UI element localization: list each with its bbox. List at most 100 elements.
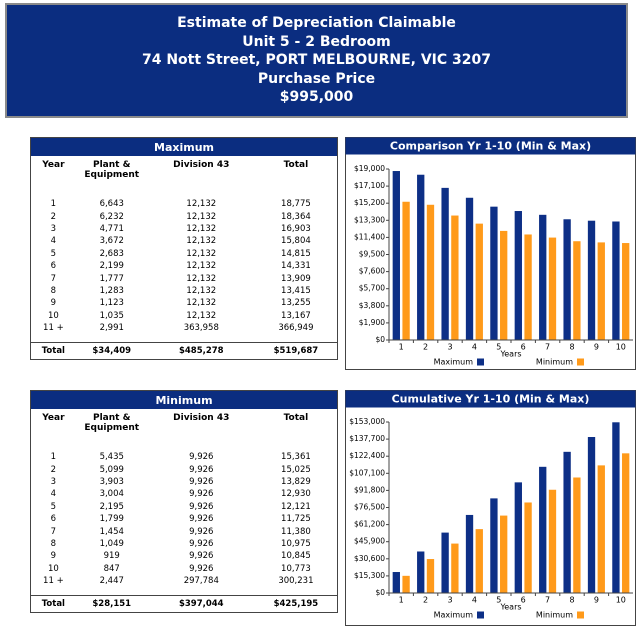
- row: 5 2,195 9,926 12,121: [31, 501, 337, 513]
- x-tick-label: 5: [496, 596, 501, 605]
- total-cell: $28,151: [75, 595, 148, 613]
- cell: 919: [103, 551, 120, 562]
- cell: 2,991: [99, 323, 124, 334]
- x-axis-label: Years: [499, 603, 521, 612]
- bar: [524, 234, 532, 340]
- table-maximum: Maximum Year Plant & Equipment Division 43 T…: [30, 137, 338, 361]
- row: 7 1,777 12,132 13,909: [31, 272, 337, 284]
- bar: [539, 214, 547, 340]
- cell: 9,926: [189, 526, 214, 537]
- bar: [612, 221, 620, 340]
- cell: 12,132: [186, 248, 217, 259]
- column-header: Total: [283, 413, 309, 423]
- header-line: Purchase Price: [257, 70, 376, 87]
- bar: [587, 437, 596, 593]
- cell: 7: [50, 273, 57, 284]
- y-tick-label: $30,600: [354, 554, 385, 563]
- cell: 9,926: [189, 501, 214, 512]
- total-cell: $519,687: [254, 342, 337, 360]
- cell: 9: [50, 551, 57, 562]
- legend-label: Minimum: [536, 358, 573, 367]
- cell: 3: [50, 223, 57, 234]
- cell: 1,035: [99, 310, 124, 321]
- y-tick-label: $153,000: [349, 417, 385, 426]
- bar: [417, 174, 425, 340]
- bar: [475, 529, 483, 593]
- header-row: Year Plant & Equipment Division 43 Total: [31, 409, 337, 448]
- row: 4 3,004 9,926 12,930: [31, 488, 337, 500]
- header-line: $995,000: [279, 89, 354, 105]
- cell: 13,415: [281, 285, 311, 296]
- total-cell: $397,044: [147, 595, 255, 613]
- bar: [622, 243, 630, 340]
- cell: 18,775: [281, 199, 311, 210]
- cell: 12,132: [186, 211, 217, 222]
- legend-swatch: [477, 358, 484, 366]
- cell: 300,231: [278, 576, 314, 587]
- cell: 15,025: [281, 464, 311, 475]
- bar: [451, 543, 459, 593]
- bar: [597, 465, 605, 593]
- total-cell: $34,409: [75, 342, 148, 360]
- x-axis-label: Years: [499, 350, 521, 359]
- total-row: Total $28,151 $397,044 $425,195: [31, 595, 337, 613]
- bar: [573, 241, 581, 340]
- total-cell: $485,278: [147, 342, 255, 360]
- row: 8 1,283 12,132 13,415: [31, 285, 337, 297]
- cell: 12,132: [186, 223, 217, 234]
- cell: 3,004: [99, 489, 124, 500]
- row: 2 6,232 12,132 18,364: [31, 210, 337, 222]
- y-tick-label: $137,700: [349, 434, 385, 443]
- row: 11 + 2,991 363,958 366,949: [31, 322, 337, 343]
- x-tick-label: 9: [594, 596, 599, 605]
- cell: 9,926: [189, 538, 214, 549]
- cell: 6: [50, 514, 57, 525]
- cell: 11 +: [43, 323, 64, 334]
- cell: 5,435: [99, 452, 124, 463]
- cell: 13,255: [281, 298, 311, 309]
- x-tick-label: 2: [423, 343, 428, 352]
- cell: 11,725: [281, 514, 311, 525]
- y-tick-label: $3,800: [359, 301, 385, 310]
- bar: [587, 220, 596, 340]
- bar: [392, 572, 400, 593]
- row: 6 2,199 12,132 14,331: [31, 260, 337, 272]
- cell: 14,331: [281, 261, 311, 272]
- cell: 2: [50, 211, 57, 222]
- y-tick-label: $17,100: [354, 181, 385, 190]
- cell: 3,903: [99, 476, 124, 487]
- bar: [426, 204, 435, 340]
- legend-swatch: [477, 611, 484, 619]
- cell: 11,380: [281, 526, 311, 537]
- cell: 1: [50, 452, 57, 463]
- cell: 8: [50, 285, 57, 296]
- x-tick-label: 1: [399, 596, 404, 605]
- cell: 9,926: [189, 476, 214, 487]
- row: 6 1,799 9,926 11,725: [31, 513, 337, 525]
- cell: 18,364: [281, 211, 311, 222]
- row: 3 3,903 9,926 13,829: [31, 476, 337, 488]
- cell: 3: [50, 476, 57, 487]
- cell: 9,926: [189, 551, 214, 562]
- table: Minimum Year Plant & Equipment Division 43 T…: [31, 391, 337, 613]
- cell: 10,975: [281, 538, 311, 549]
- cell: 7: [50, 526, 57, 537]
- x-tick-label: 6: [521, 596, 526, 605]
- bar: [597, 242, 605, 340]
- total-cell: $425,195: [254, 595, 337, 613]
- y-tick-label: $1,900: [359, 318, 385, 327]
- bar: [451, 215, 459, 340]
- bar: [465, 197, 474, 340]
- cell: 14,815: [281, 248, 311, 259]
- y-tick-label: $45,900: [354, 537, 385, 546]
- legend-label: Minimum: [536, 611, 573, 620]
- column-header: Total: [283, 160, 309, 170]
- y-tick-label: $13,300: [354, 215, 385, 224]
- cell: 1,123: [99, 298, 124, 309]
- row: 10 847 9,926 10,773: [31, 563, 337, 575]
- x-tick-label: 9: [594, 343, 599, 352]
- cell: 1,777: [99, 273, 124, 284]
- table-title: Maximum: [31, 138, 337, 156]
- total-cell: Total: [31, 595, 76, 613]
- y-tick-label: $15,200: [354, 198, 385, 207]
